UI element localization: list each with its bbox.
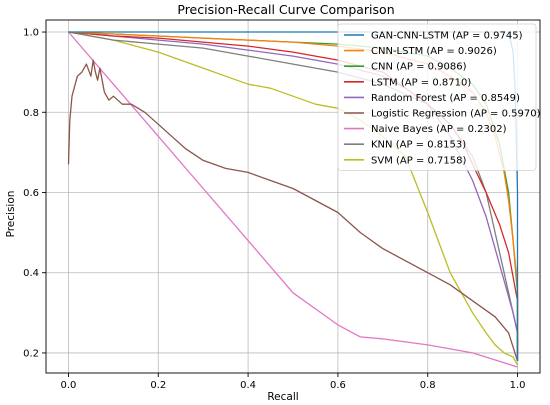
x-tick-label: 0.2 bbox=[150, 380, 166, 391]
legend-box bbox=[337, 23, 537, 171]
y-tick-label: 1.0 bbox=[23, 28, 39, 39]
x-tick-label: 1.0 bbox=[510, 380, 526, 391]
y-tick-label: 0.2 bbox=[23, 348, 39, 359]
legend-entry: SVM (AP = 0.7158) bbox=[371, 155, 466, 166]
legend-entry: LSTM (AP = 0.8710) bbox=[371, 77, 471, 88]
legend-entry: Random Forest (AP = 0.8549) bbox=[371, 93, 520, 104]
legend: GAN-CNN-LSTM (AP = 0.9745) CNN-LSTM (AP =… bbox=[337, 23, 541, 171]
legend-entry: GAN-CNN-LSTM (AP = 0.9745) bbox=[371, 31, 523, 42]
x-axis-label: Recall bbox=[267, 391, 298, 403]
legend-entry: Logistic Regression (AP = 0.5970) bbox=[371, 109, 541, 120]
y-tick-label: 0.8 bbox=[23, 108, 39, 119]
y-tick-label: 0.6 bbox=[23, 188, 39, 199]
legend-entry: Naive Bayes (AP = 0.2302) bbox=[371, 124, 507, 135]
legend-entry: CNN-LSTM (AP = 0.9026) bbox=[371, 46, 497, 57]
series-line bbox=[67, 59, 519, 362]
legend-entry: KNN (AP = 0.8153) bbox=[371, 140, 466, 151]
ticks: 0.0 0.2 0.4 0.6 0.8 1.0 0.2 0.4 0.6 0.8 1.0 bbox=[23, 28, 525, 391]
series-line bbox=[68, 31, 518, 368]
legend-entry: CNN (AP = 0.9086) bbox=[371, 62, 467, 73]
chart-title: Precision-Recall Curve Comparison bbox=[177, 2, 394, 17]
y-axis-label: Precision bbox=[5, 191, 17, 238]
y-tick-label: 0.4 bbox=[23, 268, 39, 279]
plot-frame bbox=[45, 19, 541, 374]
x-tick-label: 0.8 bbox=[420, 380, 436, 391]
x-tick-label: 0.4 bbox=[240, 380, 256, 391]
x-tick-label: 0.6 bbox=[330, 380, 346, 391]
x-tick-label: 0.0 bbox=[61, 380, 77, 391]
series-line bbox=[68, 31, 519, 366]
